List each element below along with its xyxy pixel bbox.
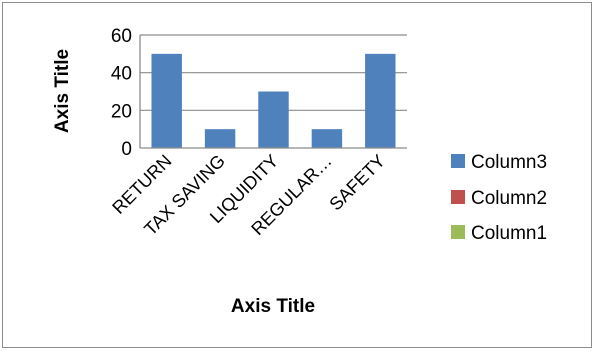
bar-column3-4	[365, 53, 396, 149]
y-tick-label: 60	[111, 26, 132, 47]
legend-label: Column3	[471, 152, 547, 173]
legend: Column3 Column2 Column1	[451, 152, 547, 244]
x-tick-label: SAFETY	[325, 151, 389, 215]
legend-swatch	[451, 190, 465, 204]
y-axis-title: Axis Title	[52, 49, 73, 133]
bar-column3-0	[151, 53, 182, 149]
legend-label: Column1	[471, 223, 547, 244]
bar-column3-1	[204, 129, 236, 148]
y-tick-label: 20	[111, 101, 132, 122]
legend-label: Column2	[471, 188, 547, 209]
x-axis-title: Axis Title	[231, 296, 315, 317]
bar-column3-3	[311, 129, 343, 148]
bar-column3-2	[258, 91, 289, 148]
legend-swatch	[451, 225, 465, 239]
legend-swatch	[451, 154, 465, 168]
y-tick-labels: 0 20 40 60	[111, 26, 132, 160]
y-tick-label: 40	[111, 64, 132, 85]
y-tick-label: 0	[121, 139, 132, 160]
bars	[151, 53, 396, 149]
chart-frame	[2, 2, 592, 348]
